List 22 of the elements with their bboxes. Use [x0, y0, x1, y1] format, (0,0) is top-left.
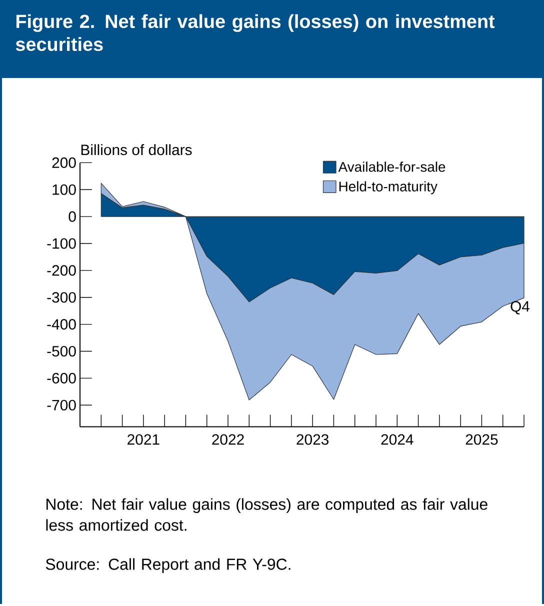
y-tick-label: -200	[47, 265, 76, 276]
y-tick-label: -500	[47, 346, 76, 357]
x-tick-label: 2022	[212, 434, 244, 445]
x-tick-label: 2021	[128, 434, 160, 445]
annotation: Q4	[510, 301, 530, 314]
legend-label: Held-to-maturity	[339, 181, 438, 194]
source-note: Source: Call Report and FR Y-9C.	[46, 558, 290, 574]
x-tick-label: 2024	[381, 434, 414, 445]
y-tick-label: 200	[52, 157, 76, 168]
y-tick-label: -100	[47, 238, 76, 249]
x-tick-label: 2023	[296, 434, 329, 445]
y-tick-label: 100	[52, 184, 76, 195]
chart-title: Figure 2. Net fair value gains (losses) on investment securities	[16, 14, 495, 52]
y-tick-label: -600	[47, 372, 76, 384]
y-tick-label: -300	[47, 292, 76, 303]
x-tick-label: 2025	[466, 434, 498, 445]
y-tick-label: -700	[47, 400, 76, 410]
legend-label: Available-for-sale	[338, 162, 446, 172]
y-tick-label: -400	[47, 319, 76, 330]
y-tick-label: 0	[68, 211, 76, 222]
y-axis-title: Billions of dollars	[81, 144, 192, 156]
text: Note: Net fair value gains (losses) are computed as fair value less amortized cost.	[46, 498, 488, 531]
